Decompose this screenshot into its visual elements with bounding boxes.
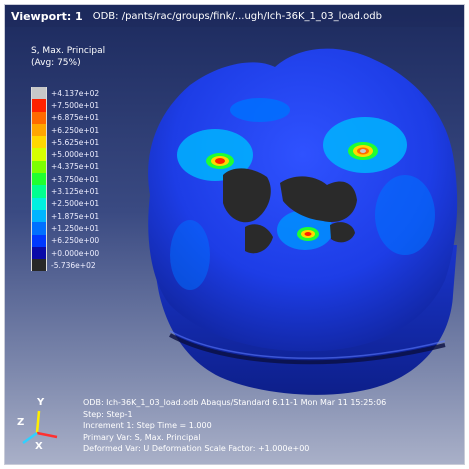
legend-value: -5.736e+02 bbox=[51, 260, 96, 270]
info-primary-var-line: Primary Var: S, Max. Principal bbox=[83, 432, 201, 442]
legend-row: +3.750e+01 bbox=[31, 173, 100, 186]
legend-swatch bbox=[31, 259, 47, 272]
triad-graphic bbox=[22, 410, 58, 445]
legend-value: +4.375e+01 bbox=[51, 162, 100, 172]
viewport-label: Viewport: 1 bbox=[11, 9, 83, 23]
info-step-line: Step: Step-1 bbox=[83, 409, 133, 419]
legend-title-variable: S, Max. Principal bbox=[31, 46, 106, 56]
viewport-title-bar: Viewport: 1 ODB: /pants/rac/groups/fink/… bbox=[5, 5, 464, 27]
triad-y-axis bbox=[35, 410, 41, 434]
legend-value: +3.750e+01 bbox=[51, 174, 100, 184]
legend-title-averaging: (Avg: 75%) bbox=[31, 58, 81, 68]
legend-row: +1.250e+01 bbox=[31, 222, 100, 235]
triad-x-label: X bbox=[35, 441, 43, 452]
legend-value: +6.875e+01 bbox=[51, 113, 100, 123]
legend-row: +0.000e+00 bbox=[31, 246, 100, 260]
legend-row: -5.736e+02 bbox=[31, 259, 99, 272]
triad-y-label: Y bbox=[37, 397, 45, 408]
legend-row: +5.625e+01 bbox=[31, 136, 100, 149]
tooth-model[interactable] bbox=[5, 5, 465, 465]
legend-swatch bbox=[31, 234, 47, 247]
legend-swatch bbox=[31, 209, 47, 223]
legend-value: +1.875e+01 bbox=[51, 211, 100, 221]
info-odb-line: ODB: Ich-36K_1_03_load.odb Abaqus/Standa… bbox=[83, 398, 387, 407]
contour-legend: S, Max. Principal (Avg: 75%) +4.137e+02 +… bbox=[17, 45, 139, 272]
legend-value: +3.125e+01 bbox=[51, 187, 100, 197]
odb-path: ODB: /pants/rac/groups/fink/...ugh/Ich-3… bbox=[92, 10, 382, 22]
legend-value: +4.137e+02 bbox=[51, 88, 100, 98]
legend-swatch bbox=[31, 197, 47, 210]
legend-row: +5.000e+01 bbox=[31, 148, 100, 161]
legend-scale: +4.137e+02 +7.500e+01 +6.875e+01 +6.250e+01… bbox=[31, 87, 100, 272]
axis-triad: Y Z X bbox=[17, 397, 63, 455]
triad-x-axis bbox=[36, 431, 58, 439]
legend-swatch bbox=[31, 87, 47, 100]
legend-swatch bbox=[31, 99, 47, 112]
info-increment-line: Increment 1: Step Time = 1.000 bbox=[83, 421, 212, 430]
cervical-highlight bbox=[169, 330, 446, 360]
info-deformed-var-line: Deformed Var: U Deformation Scale Factor… bbox=[83, 444, 310, 453]
legend-title: S, Max. Principal (Avg: 75%) bbox=[17, 45, 139, 69]
legend-swatch bbox=[31, 173, 47, 186]
legend-row: +1.875e+01 bbox=[31, 209, 100, 223]
legend-value: +7.500e+01 bbox=[51, 100, 100, 110]
abaqus-viewport[interactable]: Viewport: 1 ODB: /pants/rac/groups/fink/… bbox=[4, 4, 465, 465]
legend-swatch bbox=[31, 111, 47, 124]
legend-swatch bbox=[31, 246, 47, 260]
legend-value: +5.625e+01 bbox=[51, 137, 100, 147]
legend-row: +2.500e+01 bbox=[31, 197, 100, 210]
legend-value: +2.500e+01 bbox=[51, 199, 100, 209]
compression-zones bbox=[223, 168, 357, 254]
stress-hotspots bbox=[206, 142, 378, 241]
legend-swatch bbox=[31, 148, 47, 161]
legend-value: +0.000e+00 bbox=[51, 248, 100, 258]
legend-row: +6.875e+01 bbox=[31, 111, 100, 124]
legend-row: +6.250e+00 bbox=[31, 234, 100, 247]
legend-value: +6.250e+01 bbox=[51, 125, 100, 135]
triad-z-axis bbox=[22, 431, 38, 445]
legend-row: +6.250e+01 bbox=[31, 123, 100, 137]
legend-swatch bbox=[31, 185, 47, 198]
legend-swatch bbox=[31, 123, 47, 137]
legend-swatch bbox=[31, 222, 47, 235]
legend-row: +3.125e+01 bbox=[31, 185, 100, 198]
legend-value: +1.250e+01 bbox=[51, 223, 100, 233]
odb-info-block: ODB: Ich-36K_1_03_load.odb Abaqus/Standa… bbox=[83, 397, 386, 455]
legend-swatch bbox=[31, 160, 47, 174]
cervical-line bbox=[169, 333, 446, 365]
triad-z-label: Z bbox=[17, 417, 25, 428]
legend-row: +4.137e+02 bbox=[31, 87, 100, 100]
legend-value: +5.000e+01 bbox=[51, 150, 100, 160]
legend-swatch bbox=[31, 136, 47, 149]
legend-row: +4.375e+01 bbox=[31, 160, 100, 174]
legend-value: +6.250e+00 bbox=[51, 236, 100, 246]
legend-row: +7.500e+01 bbox=[31, 99, 100, 112]
